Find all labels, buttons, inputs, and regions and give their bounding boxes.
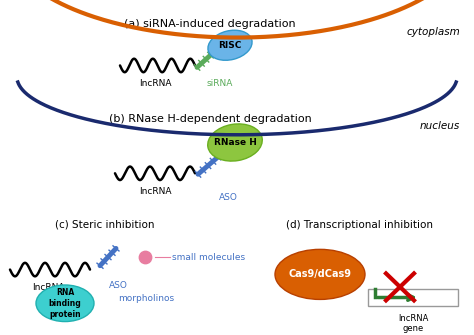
Ellipse shape	[275, 249, 365, 299]
Ellipse shape	[36, 285, 94, 322]
Ellipse shape	[208, 30, 252, 60]
Text: ASO: ASO	[219, 193, 237, 202]
Text: Cas9/dCas9: Cas9/dCas9	[289, 269, 352, 279]
Text: siRNA: siRNA	[207, 79, 233, 88]
Text: lncRNA: lncRNA	[32, 283, 64, 292]
Text: lncRNA
gene: lncRNA gene	[398, 314, 428, 333]
Point	[141, 254, 149, 260]
Text: cytoplasm: cytoplasm	[406, 27, 460, 37]
Text: lncRNA: lncRNA	[139, 79, 171, 88]
Text: (b) RNase H-dependent degradation: (b) RNase H-dependent degradation	[109, 114, 311, 124]
Text: RNA
binding
protein: RNA binding protein	[49, 288, 82, 319]
Text: RISC: RISC	[219, 41, 242, 50]
Text: (d) Transcriptional inhibition: (d) Transcriptional inhibition	[286, 219, 434, 229]
Text: small molecules: small molecules	[172, 253, 245, 262]
Text: RNase H: RNase H	[214, 138, 256, 147]
Text: ASO: ASO	[109, 281, 128, 290]
Text: lncRNA: lncRNA	[139, 187, 171, 196]
Text: morpholinos: morpholinos	[118, 294, 174, 303]
Text: (c) Steric inhibition: (c) Steric inhibition	[55, 219, 155, 229]
Ellipse shape	[208, 124, 262, 161]
Bar	[368, 289, 458, 306]
Text: nucleus: nucleus	[420, 121, 460, 131]
Text: (a) siRNA-induced degradation: (a) siRNA-induced degradation	[124, 19, 296, 29]
